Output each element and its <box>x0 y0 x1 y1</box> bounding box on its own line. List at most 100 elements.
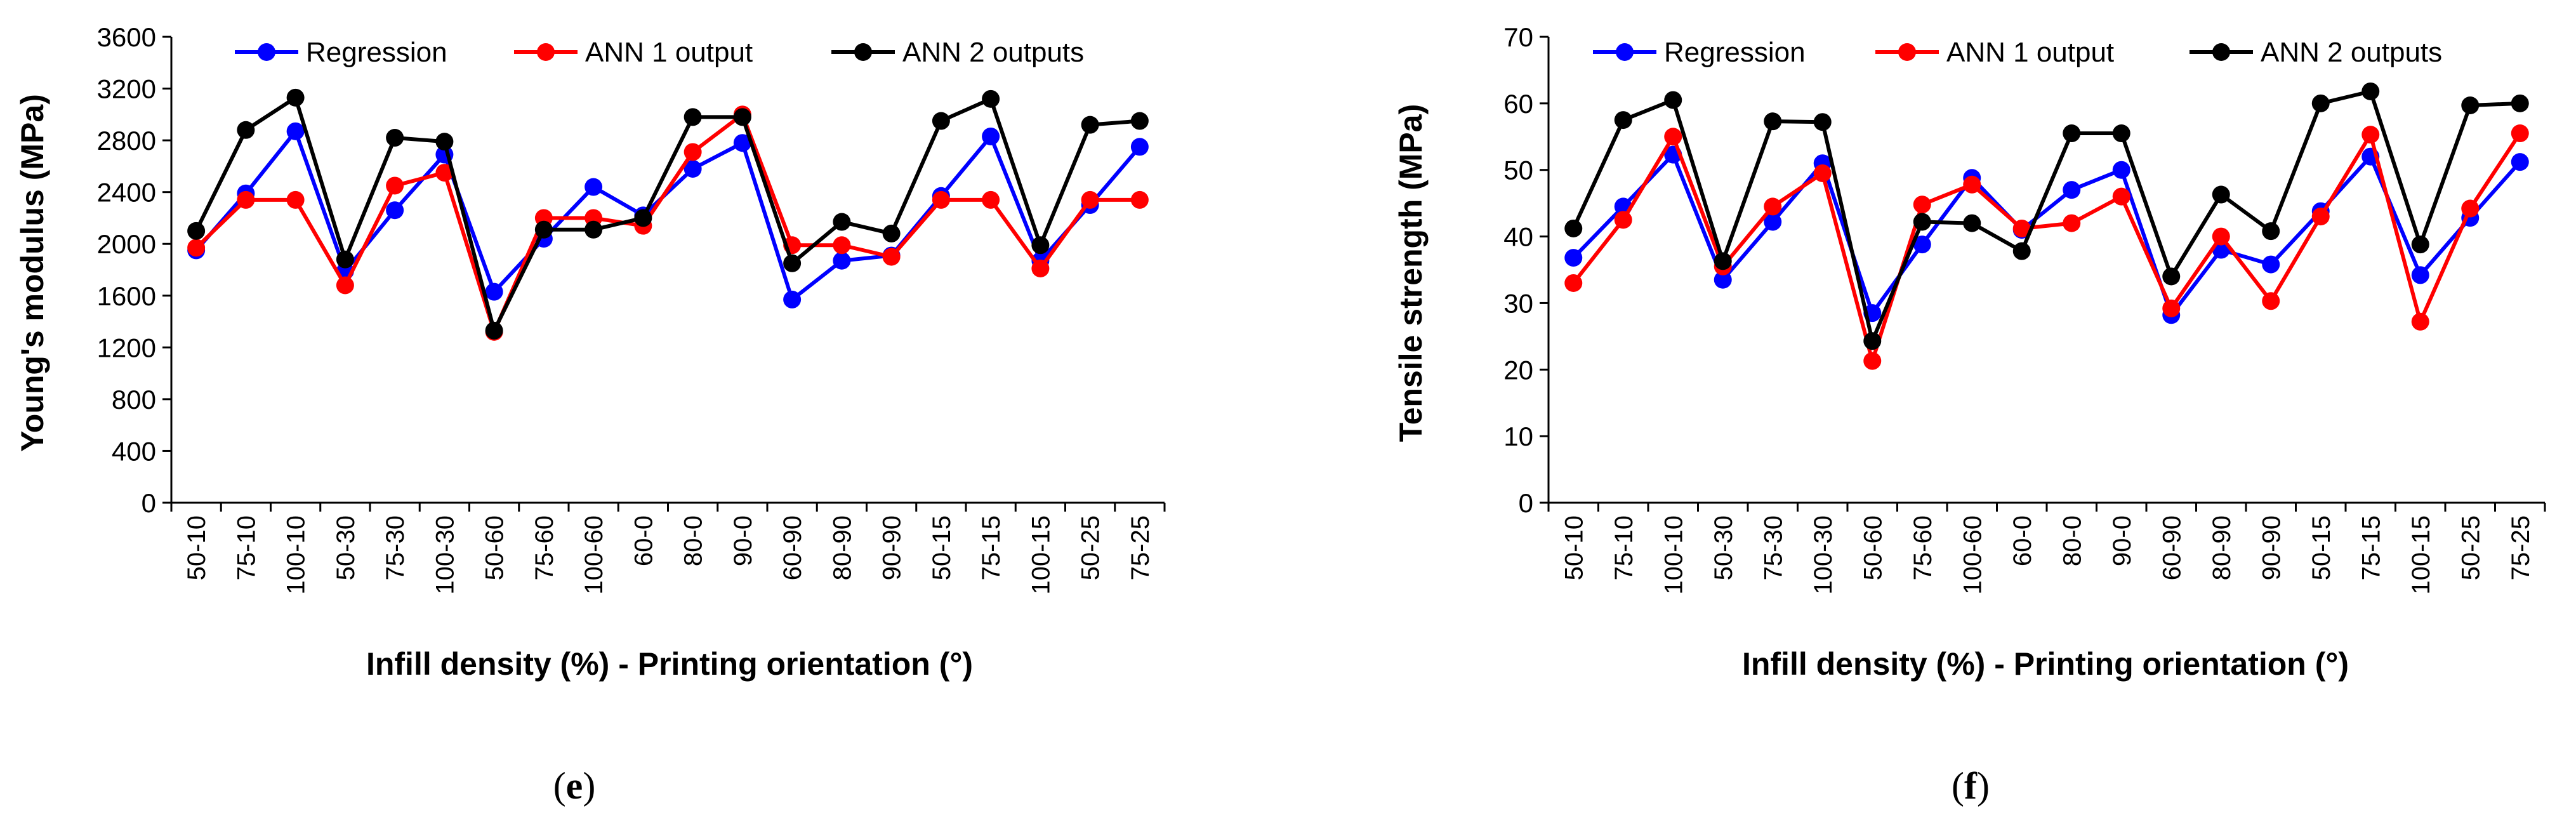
data-point-regression <box>585 178 603 196</box>
x-tick-label: 100-60 <box>580 515 608 595</box>
data-point-regression <box>1764 213 1782 231</box>
x-tick-label: 50-10 <box>1560 515 1588 580</box>
data-point-ann-2-outputs <box>733 108 751 126</box>
x-tick-label: 75-60 <box>531 515 558 580</box>
data-point-ann-2-outputs <box>2012 242 2031 260</box>
y-tick-label: 2800 <box>97 126 156 156</box>
x-tick-label: 80-90 <box>2208 515 2236 580</box>
data-point-ann-1-output <box>386 176 404 195</box>
data-point-ann-2-outputs <box>634 209 652 227</box>
data-point-ann-1-output <box>1913 196 1931 214</box>
legend-label: ANN 2 outputs <box>902 37 1084 68</box>
data-point-regression <box>2112 161 2130 179</box>
legend-label: ANN 1 output <box>1946 37 2114 68</box>
legend-swatch-marker <box>1616 43 1634 61</box>
data-point-ann-1-output <box>2063 214 2081 232</box>
legend-label: ANN 1 output <box>585 37 753 68</box>
data-point-ann-2-outputs <box>534 220 553 239</box>
x-tick-label: 90-90 <box>2257 515 2285 580</box>
data-point-ann-2-outputs <box>1614 111 1632 129</box>
data-point-ann-2-outputs <box>2511 94 2529 112</box>
data-point-ann-2-outputs <box>2361 82 2380 100</box>
x-tick-label: 50-30 <box>332 515 360 580</box>
x-axis-title: Infill density (%) - Printing orientatio… <box>366 646 973 682</box>
y-tick-label: 2400 <box>97 178 156 208</box>
y-tick-label: 10 <box>1503 421 1533 451</box>
data-point-ann-2-outputs <box>1863 332 1882 350</box>
data-point-regression <box>684 159 702 178</box>
x-tick-label: 90-0 <box>729 515 757 566</box>
data-point-regression <box>386 201 404 220</box>
series-line-regression <box>1572 152 2521 317</box>
data-point-ann-1-output <box>982 190 1000 209</box>
x-tick-label: 100-30 <box>431 515 459 595</box>
data-point-regression <box>286 122 305 140</box>
x-axis-title: Infill density (%) - Printing orientatio… <box>1742 646 2349 682</box>
y-tick-label: 3200 <box>97 74 156 104</box>
x-tick-label: 75-25 <box>2507 515 2535 580</box>
legend-label: ANN 2 outputs <box>2261 37 2442 68</box>
legend-swatch-marker <box>537 43 555 61</box>
y-axis-title: Tensile strength (MPa) <box>1393 104 1429 442</box>
data-point-ann-1-output <box>833 236 851 255</box>
series-line-ann-1-output <box>1571 132 2522 363</box>
x-tick-label: 100-10 <box>1660 515 1688 595</box>
data-point-ann-1-output <box>2212 227 2230 246</box>
series-line-ann-1-output <box>195 112 1140 334</box>
x-tick-label: 75-15 <box>2357 515 2385 580</box>
data-point-ann-1-output <box>684 143 702 161</box>
data-point-ann-1-output <box>1614 211 1632 229</box>
data-point-ann-2-outputs <box>1813 113 1832 131</box>
x-tick-label: 80-90 <box>828 515 856 580</box>
data-point-ann-1-output <box>2012 219 2031 237</box>
data-point-ann-1-output <box>1081 190 1099 209</box>
x-tick-label: 50-30 <box>1710 515 1738 580</box>
x-tick-label: 60-90 <box>2158 515 2186 580</box>
data-point-ann-1-output <box>1764 197 1782 216</box>
data-point-ann-1-output <box>2461 199 2480 218</box>
data-point-ann-1-output <box>1031 259 1050 277</box>
x-tick-label: 100-15 <box>1027 515 1055 595</box>
panel-label-f: (f) <box>1952 765 1990 807</box>
data-point-regression <box>733 134 751 152</box>
x-tick-label: 60-90 <box>779 515 807 580</box>
data-point-ann-2-outputs <box>1564 219 1583 237</box>
data-point-ann-1-output <box>1564 274 1583 292</box>
data-point-ann-2-outputs <box>1031 236 1050 255</box>
data-point-regression <box>1130 138 1149 156</box>
x-tick-label: 75-30 <box>1759 515 1787 580</box>
series-line-ann-2-outputs <box>1571 89 2520 343</box>
legend-swatch-marker <box>1898 43 1916 61</box>
data-point-ann-1-output <box>2361 126 2380 144</box>
data-point-ann-1-output <box>1664 128 1682 146</box>
x-tick-label: 60-0 <box>2009 515 2037 566</box>
data-point-ann-1-output <box>1863 352 1882 370</box>
y-tick-label: 50 <box>1503 156 1533 185</box>
x-tick-label: 60-0 <box>630 515 657 566</box>
data-point-ann-2-outputs <box>485 321 503 340</box>
data-point-regression <box>833 251 851 270</box>
data-point-regression <box>485 282 503 301</box>
y-tick-label: 70 <box>1503 22 1533 52</box>
y-tick-label: 1600 <box>97 281 156 311</box>
data-point-ann-2-outputs <box>833 213 851 231</box>
data-point-ann-1-output <box>2511 124 2529 143</box>
legend-swatch-marker <box>2212 43 2230 61</box>
x-tick-label: 90-0 <box>2108 515 2136 566</box>
series-line-ann-2-outputs <box>194 95 1140 333</box>
x-tick-label: 75-10 <box>232 515 260 580</box>
data-point-ann-2-outputs <box>2262 222 2280 241</box>
data-point-ann-2-outputs <box>1714 252 1732 270</box>
y-tick-label: 1200 <box>97 333 156 362</box>
data-point-ann-1-output <box>336 276 354 295</box>
data-point-ann-2-outputs <box>1081 116 1099 134</box>
y-tick-label: 0 <box>1519 488 1533 518</box>
y-tick-label: 20 <box>1503 355 1533 385</box>
legend-label: Regression <box>1664 37 1806 68</box>
data-point-ann-2-outputs <box>336 250 354 268</box>
data-point-ann-2-outputs <box>585 220 603 239</box>
y-axis-title: Young's modulus (MPa) <box>15 94 50 452</box>
data-point-ann-1-output <box>2262 292 2280 310</box>
data-point-ann-2-outputs <box>1130 112 1149 130</box>
